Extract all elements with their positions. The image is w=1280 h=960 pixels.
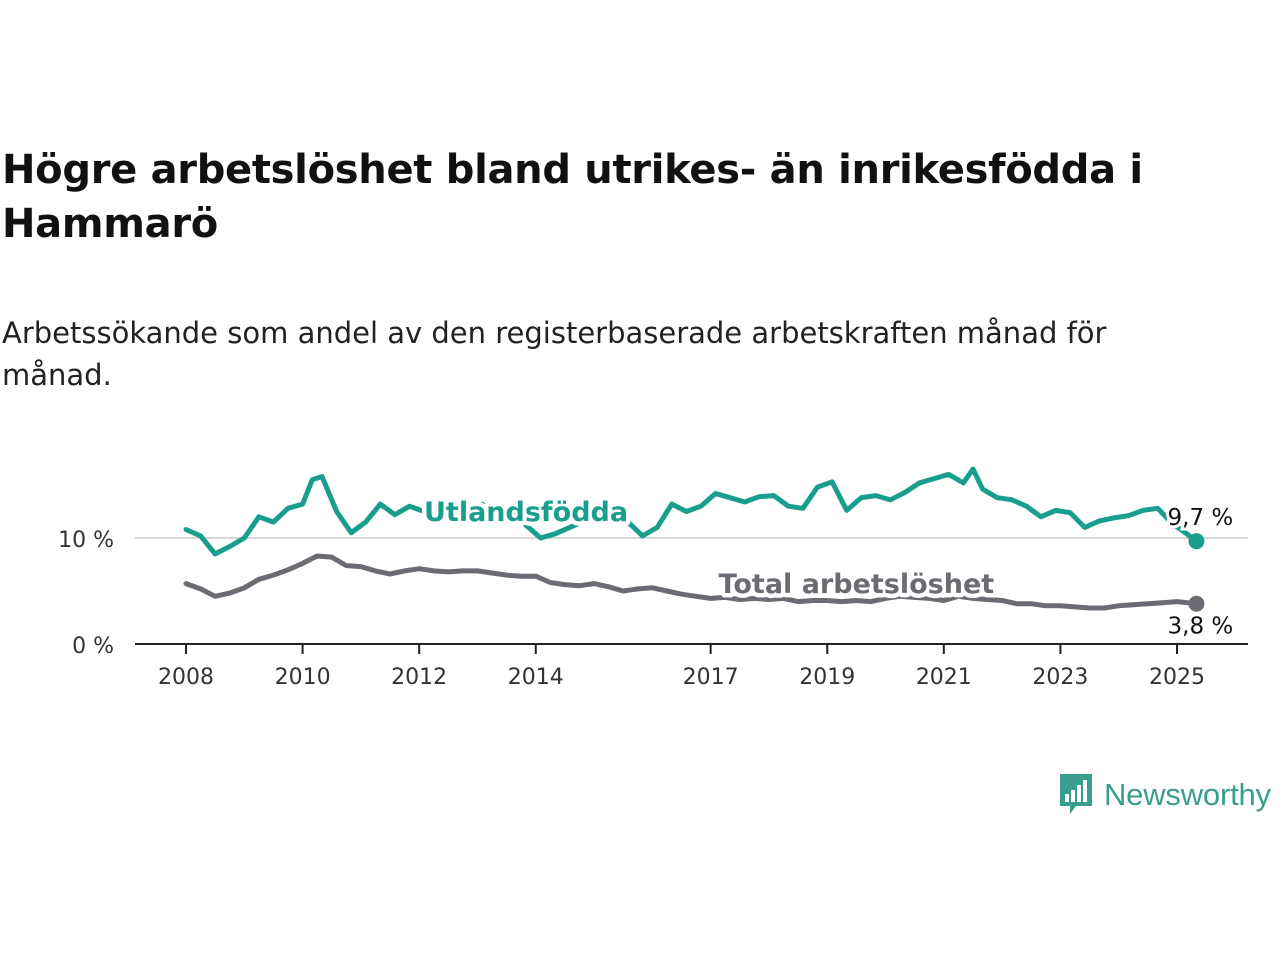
y-tick-label: 10 %: [58, 528, 114, 553]
x-tick-label: 2023: [1032, 665, 1088, 690]
x-tick-label: 2021: [916, 665, 972, 690]
series-end-marker: [1188, 595, 1205, 612]
x-tick-label: 2019: [799, 665, 855, 690]
series-name-label: Utlandsfödda: [424, 497, 628, 528]
x-tick-label: 2012: [391, 665, 447, 690]
newsworthy-logo: Newsworthy: [1058, 772, 1271, 818]
x-tick-label: 2017: [683, 665, 739, 690]
x-tick-label: 2014: [508, 665, 564, 690]
bar-chart-speech-bubble-icon: [1060, 774, 1092, 814]
x-tick-label: 2010: [275, 665, 331, 690]
series-name-label: Total arbetslöshet: [719, 569, 995, 600]
y-tick-label: 0 %: [72, 634, 114, 659]
x-tick-label: 2025: [1149, 665, 1205, 690]
series-line-utlandsfodda: [183, 466, 1199, 557]
series-line-total: [183, 553, 1199, 611]
series-end-marker: [1188, 533, 1205, 550]
axes: 0 % 10 % 2008 2010 2012 2014 2017 2019 2021 2023 2…: [58, 528, 1248, 690]
series-end-label: 9,7 %: [1168, 505, 1234, 531]
x-tick-label: 2008: [158, 665, 214, 690]
series-end-label: 3,8 %: [1168, 614, 1234, 640]
series-labels: 9,7 % 3,8 % Utlandsfödda Total arbetslöshet: [419, 493, 1236, 643]
brand-name: Newsworthy: [1104, 777, 1271, 812]
series-lines: [183, 466, 1205, 612]
chart-subtitle: Arbetssökande som andel av den registerb…: [2, 316, 1107, 392]
chart-title: Högre arbetslöshet bland utrikes- än inr…: [2, 147, 1143, 247]
